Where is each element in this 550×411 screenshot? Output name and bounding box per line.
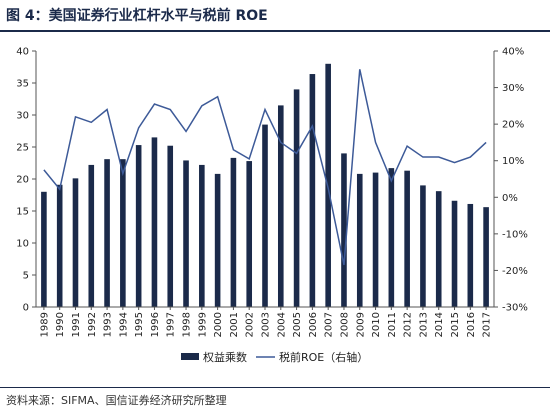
bar-1993: [104, 159, 110, 307]
x-tick-label-2014: 2014: [434, 312, 445, 337]
left-tick-label: 10: [16, 239, 29, 250]
right-tick-label: 0%: [502, 193, 518, 204]
x-tick-label-2001: 2001: [229, 312, 240, 337]
left-tick-label: 0: [23, 303, 29, 314]
source-note: 资料来源：SIFMA、国信证券经济研究所整理: [6, 394, 227, 407]
x-tick-label-1993: 1993: [103, 312, 114, 337]
plot-area: 0 5 10 15 20 25 30 35 40 -30% -20% -10% 0% 10% 20% 30% 4…: [16, 47, 528, 338]
x-tick-label-2017: 2017: [482, 312, 493, 337]
header-divider: [0, 30, 550, 32]
bar-2001: [230, 157, 237, 307]
left-tick-label: 15: [16, 207, 29, 218]
right-tick-label: 30%: [502, 83, 524, 94]
x-tick-label-2000: 2000: [213, 312, 224, 337]
bar-2014: [435, 191, 442, 307]
x-tick-label-2004: 2004: [276, 312, 287, 337]
x-tick-label-1998: 1998: [182, 312, 193, 337]
x-tick-label-1991: 1991: [71, 312, 82, 337]
right-tick-label: -20%: [502, 266, 528, 277]
x-tick-label-1997: 1997: [166, 312, 177, 337]
x-tick-label-1989: 1989: [39, 312, 50, 337]
right-tick-label: 10%: [502, 156, 524, 167]
x-tick-label-2015: 2015: [450, 312, 461, 337]
x-tick-label-1990: 1990: [55, 312, 66, 337]
left-tick-label: 40: [16, 47, 29, 58]
x-tick-label-2006: 2006: [308, 312, 319, 337]
right-tick-label: 40%: [502, 47, 524, 58]
x-tick-label-1996: 1996: [150, 312, 161, 337]
bar-1996: [151, 137, 158, 307]
bar-2000: [214, 173, 221, 307]
left-tick-label: 25: [16, 143, 29, 154]
bar-2010: [372, 172, 379, 307]
legend-swatch-bar: [181, 353, 199, 360]
bar-1994: [120, 159, 126, 307]
bar-2011: [388, 168, 395, 307]
x-tick-label-2009: 2009: [355, 312, 366, 337]
left-tick-label: 5: [23, 271, 29, 282]
x-tick-label-1999: 1999: [197, 312, 208, 337]
bar-1991: [72, 178, 79, 307]
legend-label-line: 税前ROE（右轴）: [279, 350, 368, 364]
left-tick-label: 30: [16, 111, 29, 122]
x-tick-label-2003: 2003: [261, 312, 272, 337]
bar-2015: [451, 200, 458, 307]
chart-title: 图 4：美国证券行业杠杆水平与税前 ROE: [6, 8, 268, 24]
right-tick-label: -10%: [502, 229, 528, 240]
bar-2005: [293, 89, 300, 308]
x-tick-label-2007: 2007: [324, 312, 335, 337]
left-tick-label: 20: [16, 175, 29, 186]
bar-2012: [404, 170, 410, 307]
bar-2017: [483, 207, 489, 307]
x-tick-label-1995: 1995: [134, 312, 145, 337]
bar-2003: [262, 124, 268, 307]
x-tick-label-2016: 2016: [466, 312, 477, 337]
bar-2004: [277, 105, 284, 308]
roe-line: [43, 69, 487, 266]
bar-2009: [356, 173, 363, 307]
bar-1997: [167, 145, 174, 307]
x-tick-label-2012: 2012: [403, 312, 414, 337]
legend: 权益乘数 税前ROE（右轴）: [181, 350, 368, 364]
x-tick-label-1994: 1994: [118, 312, 129, 337]
bar-2002: [246, 161, 253, 307]
x-tick-label-2010: 2010: [371, 312, 382, 337]
bar-1999: [199, 164, 205, 307]
x-tick-label-2011: 2011: [387, 312, 398, 337]
bar-2013: [420, 185, 426, 307]
x-tick-label-2013: 2013: [418, 312, 429, 337]
bar-1990: [56, 184, 63, 307]
left-tick-label: 35: [16, 79, 29, 90]
bar-1998: [183, 160, 189, 307]
footer-divider: [0, 387, 550, 388]
right-tick-label: 20%: [502, 120, 524, 131]
right-tick-label: -30%: [502, 303, 528, 314]
bar-2006: [309, 74, 316, 307]
x-tick-label-2005: 2005: [292, 312, 303, 337]
legend-label-bar: 权益乘数: [203, 350, 247, 364]
x-tick-label-2002: 2002: [245, 312, 256, 337]
bar-1995: [135, 145, 142, 307]
x-tick-label-1992: 1992: [87, 312, 98, 337]
bar-1989: [41, 191, 47, 307]
chart-header: 图 4：美国证券行业杠杆水平与税前 ROE: [0, 0, 550, 30]
bar-2016: [467, 203, 474, 307]
x-tick-label-2008: 2008: [339, 312, 350, 337]
bar-2008: [341, 153, 347, 307]
bar-1992: [88, 164, 95, 307]
